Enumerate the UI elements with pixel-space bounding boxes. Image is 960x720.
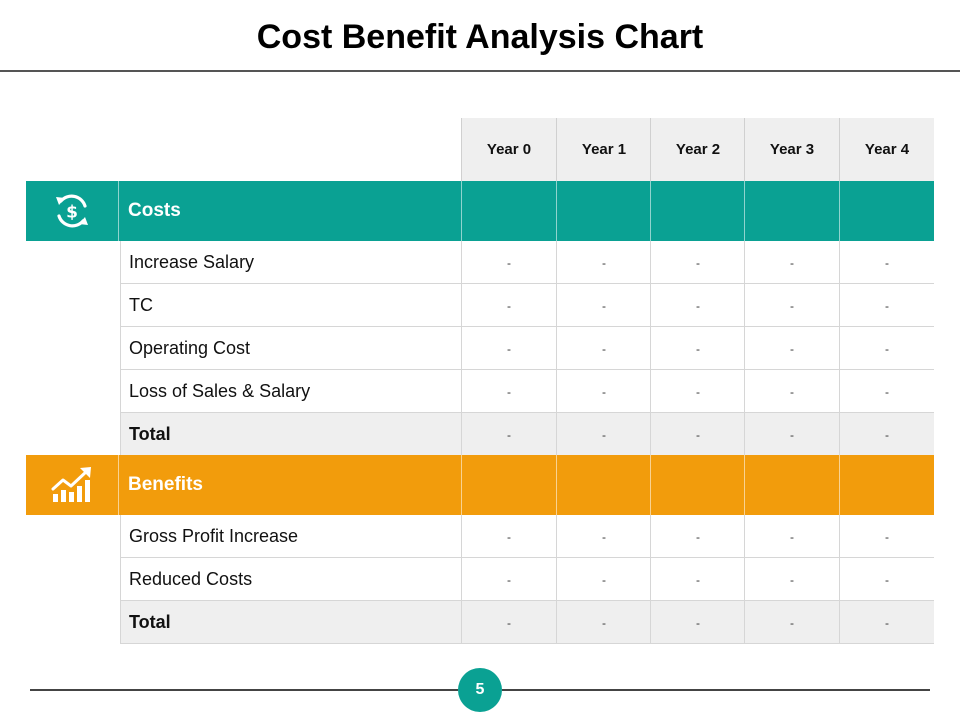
value-cell: - xyxy=(839,601,934,644)
year-header-cell: Year 3 xyxy=(744,118,839,181)
value-cell: - xyxy=(461,241,556,284)
section-empty-cell xyxy=(744,181,839,241)
year-header-row: Year 0 Year 1 Year 2 Year 3 Year 4 xyxy=(26,118,934,181)
value-cell: - xyxy=(650,284,745,327)
value-cell: - xyxy=(556,370,651,413)
section-empty-cell xyxy=(556,455,651,515)
value-cell: - xyxy=(744,327,839,370)
row-label: Increase Salary xyxy=(120,241,461,284)
row-label: Gross Profit Increase xyxy=(120,515,461,558)
value-cell: - xyxy=(744,284,839,327)
costs-section-header: $ Costs xyxy=(26,181,934,241)
value-cell: - xyxy=(461,413,556,456)
value-cell: - xyxy=(461,515,556,558)
table-row: TC - - - - - xyxy=(26,284,934,327)
total-row: Total - - - - - xyxy=(26,413,934,456)
row-divider xyxy=(120,557,934,558)
benefits-section-label: Benefits xyxy=(128,474,203,495)
value-cell: - xyxy=(839,515,934,558)
value-cell: - xyxy=(650,413,745,456)
value-cell: - xyxy=(839,241,934,284)
year-header-cell: Year 1 xyxy=(556,118,651,181)
row-divider xyxy=(120,369,934,370)
value-cell: - xyxy=(461,370,556,413)
benefits-section-header: Benefits xyxy=(26,455,934,515)
value-cell: - xyxy=(839,413,934,456)
value-cell: - xyxy=(556,515,651,558)
value-cell: - xyxy=(461,284,556,327)
row-label: Total xyxy=(120,601,461,644)
value-cell: - xyxy=(744,515,839,558)
dollar-cycle-icon: $ xyxy=(56,194,88,228)
section-empty-cell xyxy=(461,181,556,241)
footer-divider-right xyxy=(502,689,930,691)
section-empty-cell xyxy=(556,181,651,241)
row-label: Operating Cost xyxy=(120,327,461,370)
section-empty-cell xyxy=(650,181,745,241)
row-label: Loss of Sales & Salary xyxy=(120,370,461,413)
table-row: Gross Profit Increase - - - - - xyxy=(26,515,934,558)
value-cell: - xyxy=(650,558,745,601)
year-header-cell: Year 0 xyxy=(461,118,556,181)
table-row: Operating Cost - - - - - xyxy=(26,327,934,370)
section-empty-cell xyxy=(650,455,745,515)
value-cell: - xyxy=(650,241,745,284)
value-cell: - xyxy=(839,370,934,413)
value-cell: - xyxy=(839,327,934,370)
table-row: Increase Salary - - - - - xyxy=(26,241,934,284)
benefits-icon-cell xyxy=(26,455,119,515)
year-header-cell: Year 2 xyxy=(650,118,745,181)
row-divider xyxy=(120,643,934,644)
value-cell: - xyxy=(461,601,556,644)
costs-section-label: Costs xyxy=(128,200,181,221)
section-empty-cell xyxy=(461,455,556,515)
svg-text:$: $ xyxy=(66,203,78,223)
growth-chart-icon xyxy=(51,467,91,502)
costs-icon-cell: $ xyxy=(26,181,119,241)
table-row: Reduced Costs - - - - - xyxy=(26,558,934,601)
value-cell: - xyxy=(556,413,651,456)
value-cell: - xyxy=(556,558,651,601)
value-cell: - xyxy=(556,284,651,327)
value-cell: - xyxy=(744,413,839,456)
row-divider xyxy=(120,326,934,327)
section-empty-cell xyxy=(839,455,934,515)
value-cell: - xyxy=(461,558,556,601)
value-cell: - xyxy=(650,370,745,413)
row-label: Total xyxy=(120,413,461,456)
year-header-cell: Year 4 xyxy=(839,118,934,181)
value-cell: - xyxy=(556,241,651,284)
row-label: TC xyxy=(120,284,461,327)
value-cell: - xyxy=(744,370,839,413)
page-number-badge: 5 xyxy=(458,668,502,712)
value-cell: - xyxy=(650,601,745,644)
section-empty-cell xyxy=(839,181,934,241)
value-cell: - xyxy=(556,327,651,370)
value-cell: - xyxy=(556,601,651,644)
value-cell: - xyxy=(461,327,556,370)
title-divider xyxy=(0,70,960,72)
section-empty-cell xyxy=(744,455,839,515)
value-cell: - xyxy=(839,558,934,601)
value-cell: - xyxy=(744,241,839,284)
row-label: Reduced Costs xyxy=(120,558,461,601)
value-cell: - xyxy=(650,515,745,558)
row-divider xyxy=(120,600,934,601)
row-divider xyxy=(120,412,934,413)
row-divider xyxy=(120,283,934,284)
total-row: Total - - - - - xyxy=(26,601,934,644)
value-cell: - xyxy=(650,327,745,370)
value-cell: - xyxy=(839,284,934,327)
table-row: Loss of Sales & Salary - - - - - xyxy=(26,370,934,413)
footer-divider-left xyxy=(30,689,458,691)
value-cell: - xyxy=(744,601,839,644)
value-cell: - xyxy=(744,558,839,601)
page-title: Cost Benefit Analysis Chart xyxy=(256,18,704,56)
